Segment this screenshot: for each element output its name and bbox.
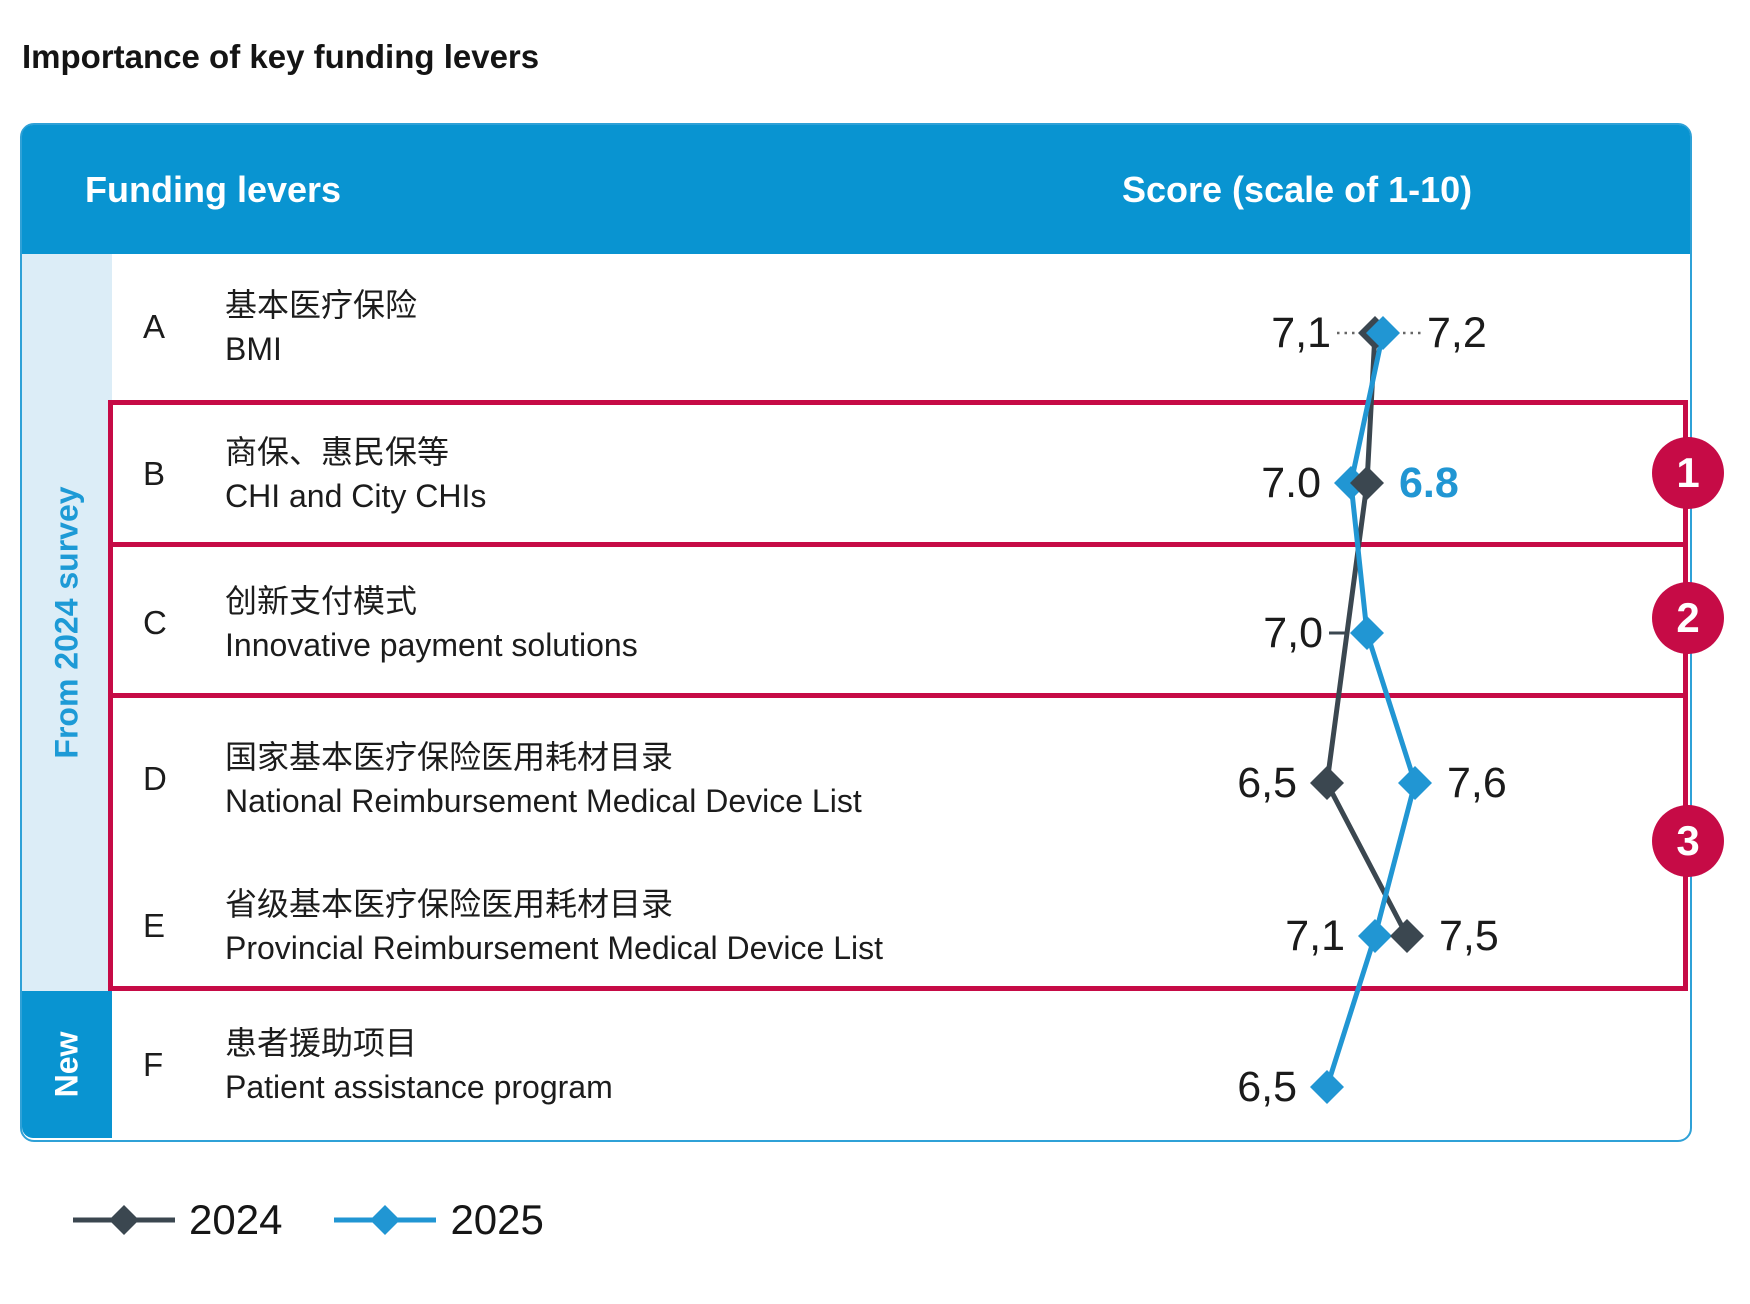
row-texts: 基本医疗保险 BMI bbox=[225, 283, 417, 371]
header-funding-levers: Funding levers bbox=[85, 168, 342, 210]
row-letter: E bbox=[143, 906, 166, 944]
row-texts: 国家基本医疗保险医用耗材目录 National Reimbursement Med… bbox=[225, 735, 862, 823]
row-texts: 创新支付模式 Innovative payment solutions bbox=[225, 579, 638, 667]
page-title: Importance of key funding levers bbox=[22, 38, 540, 75]
rows: A 基本医疗保险 BMI B 商保、惠民保等 CHI and City CHIs C 创新支付… bbox=[112, 254, 1690, 1138]
sidebar-survey-label: From 2024 survey bbox=[48, 486, 85, 759]
legend-label-2024: 2024 bbox=[189, 1196, 283, 1243]
legend-marker-2024 bbox=[73, 1205, 175, 1235]
row-letter: F bbox=[143, 1045, 164, 1083]
table-row-B: B 商保、惠民保等 CHI and City CHIs bbox=[112, 400, 1690, 547]
legend: 2024 2025 bbox=[71, 1196, 544, 1244]
legend-label-2025: 2025 bbox=[450, 1196, 544, 1243]
row-title-zh: 创新支付模式 bbox=[225, 582, 418, 619]
legend-item-2025: 2025 bbox=[332, 1196, 544, 1244]
row-title-en: CHI and City CHIs bbox=[225, 477, 487, 514]
table-row-D: D 国家基本医疗保险医用耗材目录 National Reimbursement Me… bbox=[112, 698, 1690, 860]
sidebar-new: New bbox=[22, 991, 112, 1138]
row-letter: A bbox=[143, 308, 166, 345]
badge-3: 3 bbox=[1652, 805, 1724, 877]
row-letter: D bbox=[143, 760, 167, 797]
row-letter: B bbox=[143, 454, 166, 492]
row-title-en: Innovative payment solutions bbox=[225, 626, 638, 663]
row-texts: 省级基本医疗保险医用耗材目录 Provincial Reimbursement M… bbox=[225, 882, 883, 970]
row-texts: 商保、惠民保等 CHI and City CHIs bbox=[225, 430, 486, 518]
row-title-zh: 省级基本医疗保险医用耗材目录 bbox=[225, 885, 674, 922]
header-score: Score (scale of 1-10) bbox=[1122, 168, 1473, 210]
row-texts: 患者援助项目 Patient assistance program bbox=[225, 1021, 613, 1109]
legend-item-2024: 2024 bbox=[71, 1196, 282, 1244]
table-row-A: A 基本医疗保险 BMI bbox=[112, 254, 1690, 400]
row-title-zh: 商保、惠民保等 bbox=[225, 433, 450, 470]
table-row-E: E 省级基本医疗保险医用耗材目录 Provincial Reimbursement … bbox=[112, 860, 1690, 991]
row-title-en: BMI bbox=[225, 331, 282, 367]
sidebar-from-2024-survey: From 2024 survey bbox=[22, 254, 112, 991]
legend-marker-2025 bbox=[334, 1205, 437, 1235]
table-row-C: C 创新支付模式 Innovative payment solutions bbox=[112, 547, 1690, 698]
row-letter: C bbox=[143, 603, 167, 641]
row-title-en: Provincial Reimbursement Medical Device … bbox=[225, 929, 884, 966]
badge-1: 1 bbox=[1652, 437, 1724, 509]
badge-2: 2 bbox=[1652, 582, 1724, 654]
funding-levers-card: Funding levers Score (scale of 1-10) Fro… bbox=[20, 123, 1724, 1142]
table-body: From 2024 survey New A 基本医疗保险 BMI B 商保、惠民保等 C… bbox=[22, 254, 1724, 1138]
row-title-zh: 患者援助项目 bbox=[225, 1024, 418, 1061]
row-title-zh: 基本医疗保险 bbox=[225, 287, 418, 323]
sidebar-new-label: New bbox=[48, 1031, 85, 1098]
row-title-en: Patient assistance program bbox=[225, 1068, 613, 1105]
row-title-en: National Reimbursement Medical Device Li… bbox=[225, 783, 862, 819]
table-row-F: F 患者援助项目 Patient assistance program bbox=[112, 991, 1690, 1138]
table-header: Funding levers Score (scale of 1-10) bbox=[22, 125, 1690, 254]
row-title-zh: 国家基本医疗保险医用耗材目录 bbox=[225, 739, 674, 775]
